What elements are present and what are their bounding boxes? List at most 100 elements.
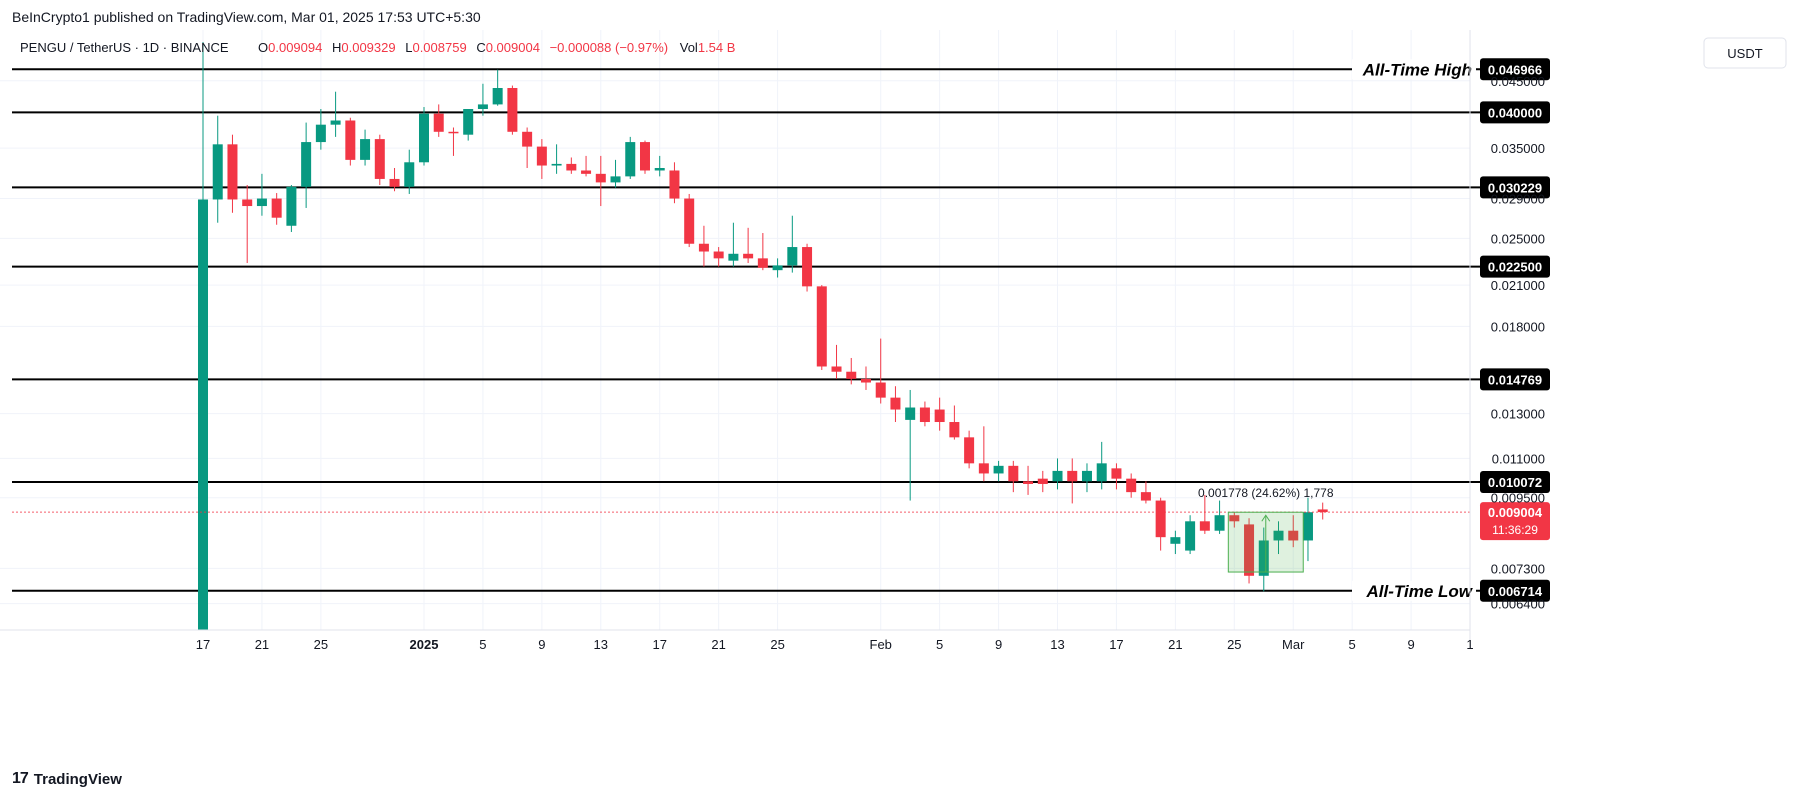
candle-body — [934, 409, 945, 423]
candle-body — [757, 258, 768, 268]
candle — [1199, 494, 1210, 534]
candle-body — [271, 198, 282, 218]
x-tick-label: Feb — [870, 637, 892, 652]
candle — [1081, 463, 1092, 493]
candle — [360, 129, 371, 166]
candle-body — [330, 120, 341, 125]
price-chart[interactable]: All-Time High 0.0469660.0400000.0302290.0… — [0, 30, 1804, 795]
candle — [816, 285, 827, 370]
candle — [993, 460, 1004, 482]
level-price-label: 0.046966 — [1488, 62, 1542, 77]
legend-close-value: 0.009004 — [486, 40, 540, 55]
legend-change: −0.000088 (−0.97%) — [550, 40, 669, 55]
candle-body — [227, 144, 238, 200]
candle-body — [654, 167, 665, 171]
candle-body — [418, 113, 429, 163]
candle-body — [1008, 465, 1019, 482]
x-tick-label: 13 — [1050, 637, 1064, 652]
x-tick-label: Mar — [1282, 637, 1305, 652]
candle-body — [905, 407, 916, 420]
candle — [492, 69, 503, 106]
y-tick-label: 0.006400 — [1491, 597, 1545, 612]
x-tick-label: 25 — [1227, 637, 1241, 652]
candle-body — [1126, 478, 1137, 493]
candle-body — [949, 422, 960, 438]
candle-body — [1052, 470, 1063, 482]
candle-body — [212, 144, 223, 200]
x-tick-label: 1 — [1466, 637, 1473, 652]
candle-body — [1037, 478, 1048, 484]
x-tick-label: 25 — [314, 637, 328, 652]
candle — [1008, 460, 1019, 493]
currency-button[interactable]: USDT — [1703, 37, 1787, 69]
x-tick-label: 9 — [1407, 637, 1414, 652]
candle-body — [875, 382, 886, 398]
level-price-label: 0.040000 — [1488, 105, 1542, 120]
level-price-tag — [1480, 101, 1550, 124]
candle-body — [551, 163, 562, 166]
candle — [890, 386, 901, 423]
candle — [964, 430, 975, 469]
range-measure-label: 0.001778 (24.62%) 1,778 — [1198, 486, 1334, 500]
candle-body — [860, 378, 871, 383]
candle-body — [536, 146, 547, 166]
candle — [802, 243, 813, 292]
candle-body — [463, 109, 474, 135]
candle — [595, 155, 606, 207]
candle-body — [522, 131, 533, 147]
candle-body — [1244, 524, 1255, 576]
candle — [1067, 458, 1078, 504]
candle — [949, 405, 960, 440]
candle — [639, 140, 650, 174]
candle-body — [301, 142, 312, 187]
candle — [1244, 518, 1255, 584]
candle-body — [433, 113, 444, 132]
x-tick-label: 21 — [1168, 637, 1182, 652]
level-price-tag — [1480, 471, 1550, 494]
level-price-tag — [1480, 368, 1550, 391]
candle — [1023, 465, 1034, 495]
candle-body — [477, 104, 488, 110]
candle-body — [713, 251, 724, 259]
candle — [757, 233, 768, 271]
candle — [772, 258, 783, 278]
y-tick-label: 0.013000 — [1491, 407, 1545, 422]
candle-body — [374, 139, 385, 179]
candle — [507, 85, 518, 135]
candle-body — [1067, 470, 1078, 482]
candle-body — [492, 88, 503, 105]
candle — [684, 193, 695, 248]
candle — [1302, 497, 1313, 562]
candle — [1037, 470, 1048, 493]
level-price-label: 0.022500 — [1488, 260, 1542, 275]
candle — [345, 117, 356, 166]
candle — [1126, 473, 1137, 498]
candle — [1258, 527, 1269, 592]
candle — [581, 155, 592, 177]
candle — [536, 139, 547, 179]
candle-body — [1317, 509, 1328, 513]
grid-layer — [0, 30, 1471, 630]
candle-body — [1273, 530, 1284, 541]
footer-brand[interactable]: 17 TradingView — [12, 770, 122, 788]
overlay-layer: 0.001778 (24.62%) 1,778 0.009004 11:36:29 — [12, 486, 1550, 573]
candle-body — [389, 178, 400, 187]
candle-body — [566, 163, 577, 171]
candle-body — [315, 124, 326, 143]
candle-body — [890, 397, 901, 410]
axis-layer: 17 21 25 2025 5 9 13 17 21 25 Feb 5 9 13 17 21 25 Mar 5 9 1 0… — [0, 30, 1545, 652]
x-tick-label: 25 — [770, 637, 784, 652]
legend-ohlc: O0.009094 H0.009329 L0.008759 C0.009004 … — [258, 40, 735, 55]
candle — [610, 159, 621, 188]
candle-body — [993, 465, 1004, 474]
candle-body — [286, 186, 297, 226]
candle — [625, 136, 636, 179]
last-price-label: 0.009004 — [1488, 505, 1543, 520]
legend-volume-value: 1.54 B — [698, 40, 736, 55]
candle-body — [669, 170, 680, 199]
candle — [1185, 515, 1196, 555]
candle-body — [595, 173, 606, 183]
candle-body — [1199, 521, 1210, 531]
candle-body — [964, 437, 975, 464]
candle — [728, 222, 739, 267]
